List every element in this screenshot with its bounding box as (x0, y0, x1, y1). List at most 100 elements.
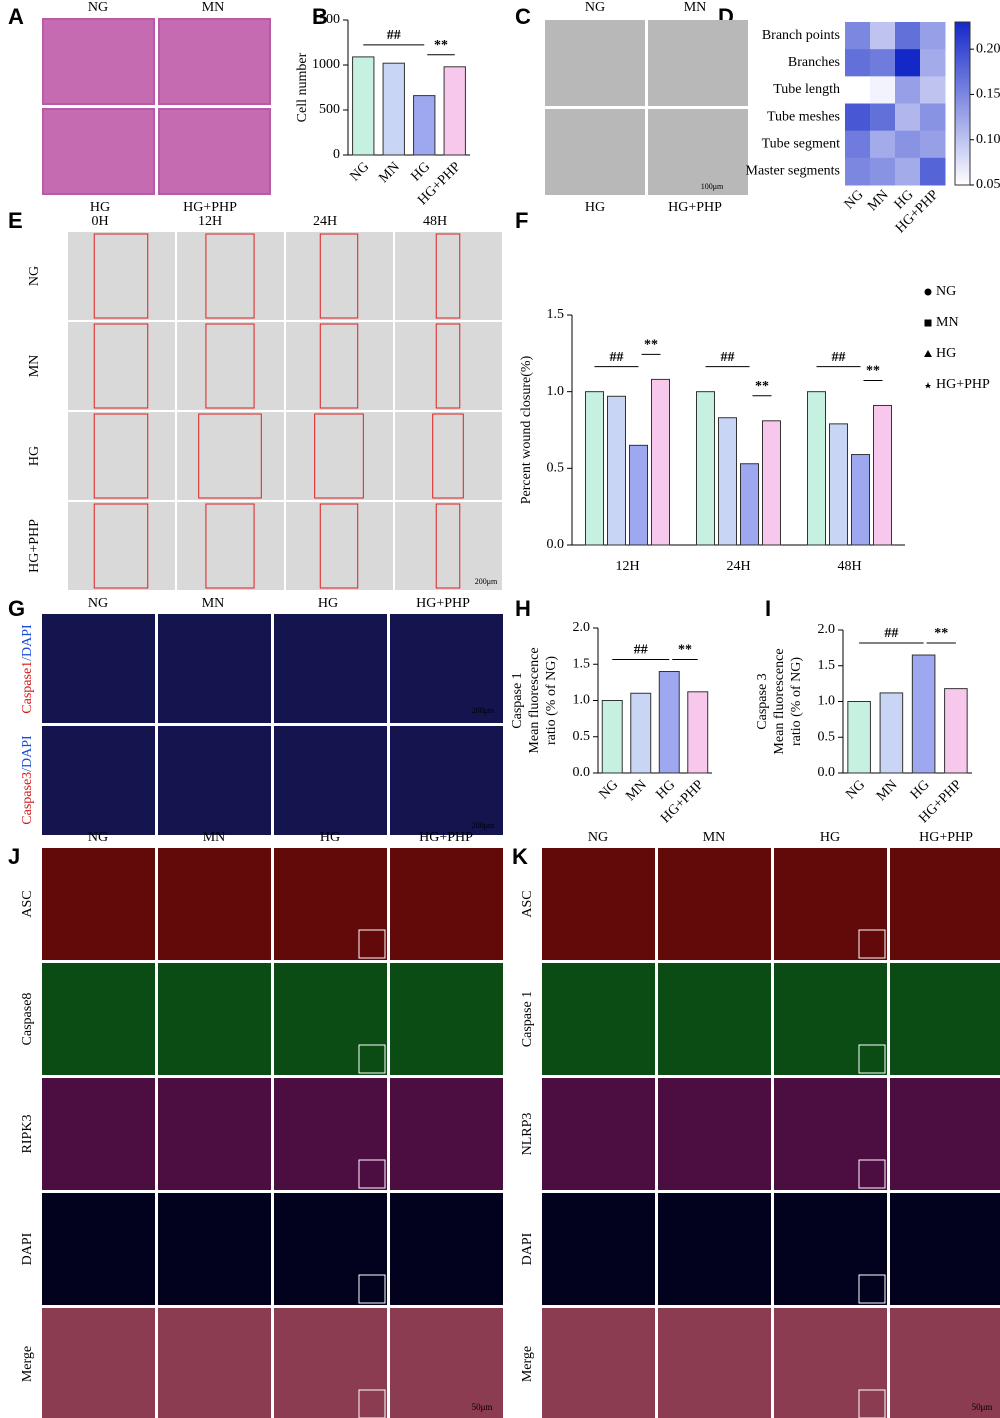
x-tick-label: 24H (726, 559, 750, 574)
heatmap-cell (920, 130, 946, 159)
y-tick-label: 2.0 (573, 620, 591, 635)
micrograph (274, 963, 387, 1075)
label: MN (202, 0, 225, 15)
legend-label: HG+PHP (936, 377, 990, 392)
label: NG (88, 0, 108, 15)
bar (807, 391, 826, 546)
x-tick-label: NG (596, 777, 621, 802)
panel-letter: H (515, 596, 531, 621)
bar (413, 95, 436, 156)
annotation: ** (866, 364, 880, 379)
wound-outline (93, 233, 149, 319)
heatmap-cell (845, 49, 871, 77)
row-label-part: Caspase3 (20, 772, 35, 825)
micrograph (395, 232, 502, 320)
micrograph (158, 1078, 271, 1190)
micrograph (158, 614, 271, 723)
label: ASC (520, 890, 535, 917)
annotation: ## (832, 350, 846, 365)
colorbar-tick-label: 0.20 (976, 41, 1000, 56)
legend-label: HG (936, 346, 956, 361)
micrograph (158, 1193, 271, 1305)
micrograph (390, 848, 503, 960)
label: HG (820, 830, 840, 845)
wound-outline (198, 413, 262, 499)
heatmap-cell (895, 157, 921, 186)
heatmap-cell (870, 103, 896, 132)
micrograph (390, 1078, 503, 1190)
micrograph (158, 963, 271, 1075)
heatmap-cell (870, 49, 896, 77)
micrograph (390, 1308, 503, 1418)
wound-outline (205, 323, 255, 409)
y-tick-label: 1.5 (573, 656, 591, 671)
wound-outline (93, 413, 149, 499)
label: 24H (313, 214, 337, 229)
label: HG+PHP (668, 200, 722, 215)
micrograph (286, 412, 393, 500)
micrograph (774, 963, 887, 1075)
bar (382, 62, 405, 156)
panel-letter: E (8, 208, 23, 233)
bar (879, 692, 904, 774)
micrograph (158, 18, 271, 105)
micrograph (42, 726, 155, 835)
y-axis-label: ratio (% of NG) (789, 657, 804, 746)
micrograph (42, 848, 155, 960)
label: RIPK3 (20, 1115, 35, 1154)
row-label-part: /DAPI (20, 624, 35, 661)
label: HG+PHP (183, 200, 237, 215)
micrograph (286, 502, 393, 590)
y-tick-label: 1.5 (818, 658, 836, 673)
micrograph (542, 963, 655, 1075)
panel-letter: I (765, 596, 771, 621)
y-tick-label: 0.0 (818, 765, 836, 780)
micrograph (286, 232, 393, 320)
label: NG (88, 596, 108, 611)
label: 50μm (972, 1402, 993, 1412)
micrograph (545, 20, 645, 106)
micrograph (648, 20, 748, 106)
y-tick-label: 1.5 (547, 307, 565, 322)
panel-letter: A (8, 4, 24, 29)
wound-outline (319, 503, 359, 589)
label: MN (202, 596, 225, 611)
micrograph (274, 1308, 387, 1418)
micrograph (42, 1078, 155, 1190)
micrograph (890, 1193, 1000, 1305)
x-tick-label: 12H (615, 559, 639, 574)
bar (829, 423, 848, 546)
bar (629, 444, 648, 546)
x-tick-label: MN (623, 777, 650, 804)
micrograph-tint (44, 20, 153, 103)
y-tick-label: 0.0 (547, 537, 565, 552)
micrograph (42, 614, 155, 723)
label: Merge (520, 1346, 535, 1382)
label: 48H (423, 214, 447, 229)
micrograph (890, 1308, 1000, 1418)
label: HG (90, 200, 110, 215)
micrograph (158, 108, 271, 195)
y-tick-label: 0.5 (547, 461, 565, 476)
wound-outline (435, 323, 461, 409)
inset (858, 1159, 886, 1189)
y-axis-label: Caspase 1 (510, 672, 525, 728)
x-tick-label: MN (874, 777, 901, 804)
panel-letter: G (8, 596, 25, 621)
micrograph (42, 108, 155, 195)
x-tick-label: MN (865, 187, 892, 214)
heatmap-cell (920, 157, 946, 186)
inset (358, 1274, 386, 1304)
micrograph (68, 502, 175, 590)
wound-outline (205, 233, 255, 319)
annotation: ** (644, 338, 658, 353)
label: HG+PHP (27, 519, 42, 573)
y-axis-label: Mean fluorescence (772, 648, 787, 754)
micrograph (177, 502, 284, 590)
micrograph (390, 726, 503, 835)
bar (718, 417, 737, 546)
inset (358, 929, 386, 959)
label: MN (27, 355, 42, 378)
label: DAPI (20, 1232, 35, 1265)
y-tick-label: 0 (333, 147, 340, 162)
